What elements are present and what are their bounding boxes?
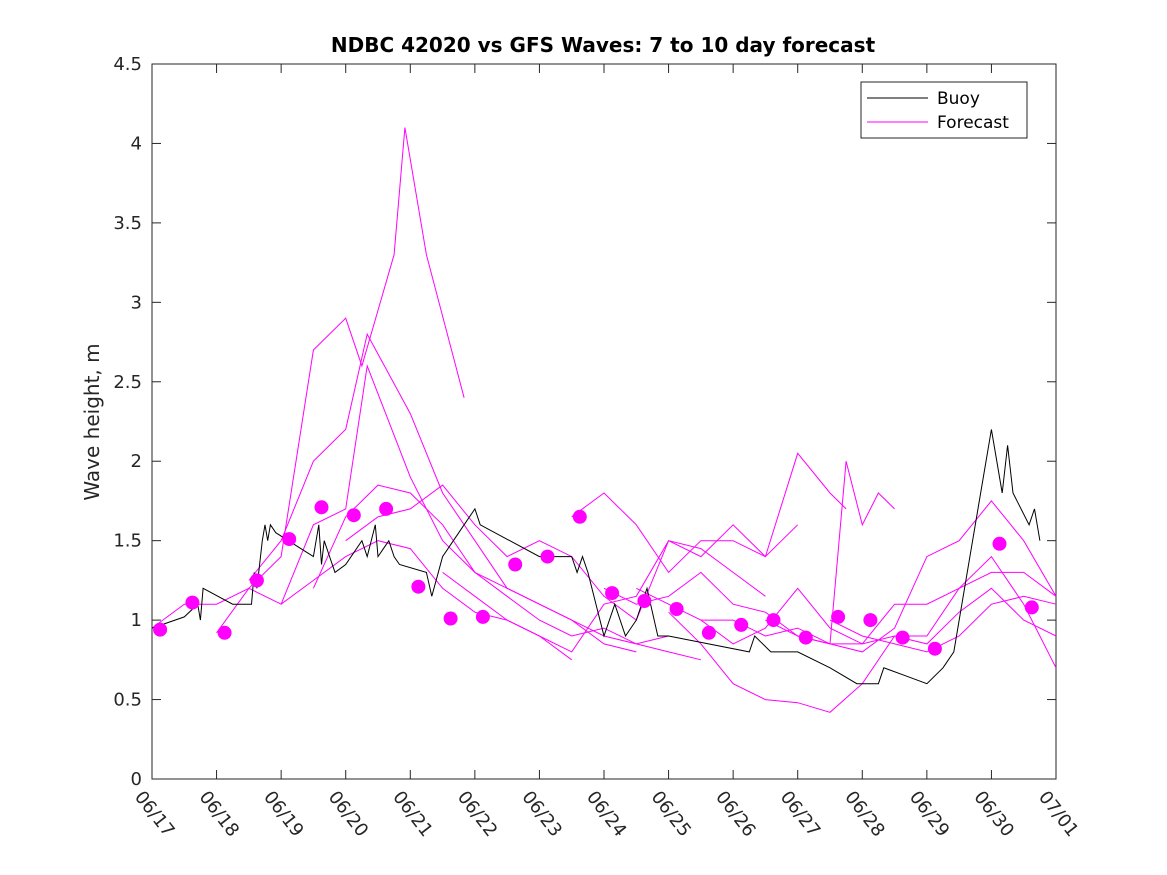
forecast-marker [798, 630, 813, 645]
y-tick-label: 3 [131, 292, 142, 313]
forecast-marker [411, 579, 426, 594]
y-tick-label: 2.5 [113, 372, 142, 393]
forecast-marker [895, 630, 910, 645]
forecast-marker [766, 613, 781, 628]
forecast-marker [314, 500, 329, 515]
y-tick-label: 4.5 [113, 54, 142, 75]
forecast-marker [637, 594, 652, 608]
forecast-marker [605, 586, 620, 601]
forecast-line [668, 555, 1057, 713]
x-tick-label: 06/20 [324, 787, 372, 841]
forecast-line [312, 484, 669, 645]
x-tick-label: 06/19 [259, 787, 307, 841]
forecast-line [151, 540, 572, 661]
forecast-marker [540, 549, 555, 564]
legend-label-buoy: Buoy [937, 89, 980, 109]
forecast-marker [217, 625, 232, 640]
forecast-marker [863, 613, 878, 628]
y-tick-label: 0.5 [113, 690, 142, 711]
chart-title: NDBC 42020 vs GFS Waves: 7 to 10 day for… [331, 33, 876, 57]
axes-box [151, 63, 1057, 780]
forecast-line [248, 332, 637, 653]
x-tick-label: 06/28 [840, 787, 888, 841]
forecast-marker [379, 501, 394, 516]
x-tick-label: 06/17 [130, 787, 178, 841]
forecast-marker [153, 622, 168, 637]
forecast-marker [927, 641, 942, 656]
x-tick-label: 06/26 [711, 787, 759, 841]
forecast-line [571, 452, 847, 574]
x-tick-label: 06/24 [582, 787, 630, 841]
x-tick-label: 06/23 [517, 787, 565, 841]
x-tick-label: 07/01 [1034, 787, 1082, 841]
buoy-line [151, 429, 1041, 685]
x-tick-label: 06/18 [195, 787, 243, 841]
forecast-marker [669, 602, 684, 616]
forecast-marker [831, 609, 846, 624]
forecast-marker [992, 536, 1007, 551]
forecast-marker [249, 573, 264, 588]
forecast-marker [282, 532, 297, 547]
forecast-marker [572, 509, 587, 524]
legend-box [860, 81, 1028, 139]
forecast-marker [346, 508, 361, 523]
forecast-line [765, 587, 1057, 645]
forecast-line [829, 595, 1057, 653]
legend-label-forecast: Forecast [937, 113, 1009, 133]
forecast-line [442, 524, 799, 653]
x-tick-label: 06/27 [776, 787, 824, 841]
x-tick-label: 06/25 [647, 787, 695, 841]
forecast-marker [185, 595, 200, 610]
y-axis-label: Wave height, m [80, 343, 104, 500]
forecast-line [280, 363, 702, 661]
forecast-line [345, 484, 766, 621]
forecast-marker [701, 625, 716, 640]
forecast-marker [1024, 600, 1039, 615]
y-tick-label: 0 [131, 769, 142, 790]
y-tick-label: 1.5 [113, 531, 142, 552]
forecast-marker [475, 609, 490, 624]
forecast-line [216, 127, 465, 634]
x-tick-label: 06/29 [905, 787, 953, 841]
y-tick-label: 3.5 [113, 213, 142, 234]
x-tick-label: 06/22 [453, 787, 501, 841]
y-tick-label: 2 [131, 451, 142, 472]
forecast-line [636, 571, 1057, 645]
forecast-marker [443, 611, 458, 626]
forecast-marker [508, 557, 523, 572]
forecast-line [603, 500, 1057, 653]
y-tick-label: 4 [131, 133, 142, 154]
y-tick-label: 1 [131, 610, 142, 631]
forecast-marker [734, 617, 749, 632]
x-tick-label: 06/21 [388, 787, 436, 841]
x-tick-label: 06/30 [969, 787, 1017, 841]
plot-area: 0 0.5 1 1.5 2 2.5 3 3.5 4 4.5 06/17 06/18 06/19 06/20… [113, 54, 1082, 841]
legend: Buoy Forecast [860, 81, 1028, 139]
